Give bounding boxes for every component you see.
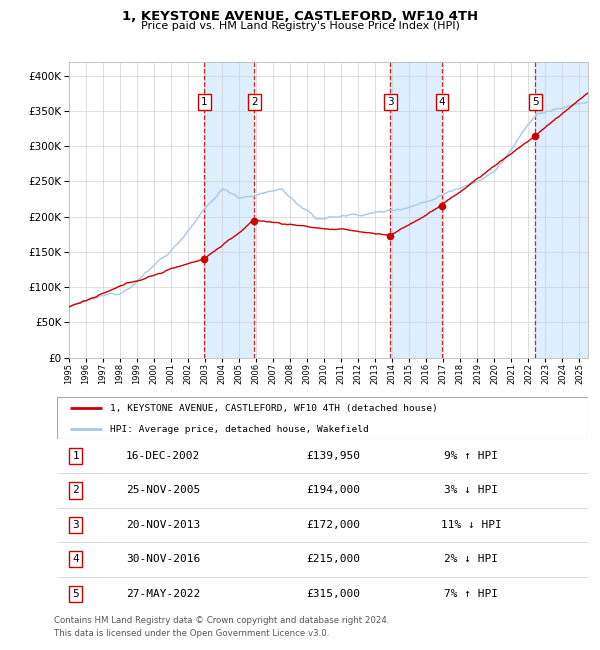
Bar	[391, 62, 442, 358]
Text: 4: 4	[439, 97, 445, 107]
Text: 16-DEC-2002: 16-DEC-2002	[126, 451, 200, 461]
Text: Price paid vs. HM Land Registry's House Price Index (HPI): Price paid vs. HM Land Registry's House …	[140, 21, 460, 31]
Text: 4: 4	[72, 554, 79, 564]
Text: 11% ↓ HPI: 11% ↓ HPI	[441, 520, 502, 530]
Text: 3: 3	[72, 520, 79, 530]
Text: 2% ↓ HPI: 2% ↓ HPI	[444, 554, 498, 564]
Text: 1, KEYSTONE AVENUE, CASTLEFORD, WF10 4TH: 1, KEYSTONE AVENUE, CASTLEFORD, WF10 4TH	[122, 10, 478, 23]
Text: This data is licensed under the Open Government Licence v3.0.: This data is licensed under the Open Gov…	[54, 629, 329, 638]
Text: 1: 1	[201, 97, 208, 107]
Text: 1, KEYSTONE AVENUE, CASTLEFORD, WF10 4TH (detached house): 1, KEYSTONE AVENUE, CASTLEFORD, WF10 4TH…	[110, 404, 438, 413]
Text: 27-MAY-2022: 27-MAY-2022	[126, 589, 200, 599]
Text: 5: 5	[72, 589, 79, 599]
Bar	[535, 62, 588, 358]
Text: HPI: Average price, detached house, Wakefield: HPI: Average price, detached house, Wake…	[110, 425, 369, 434]
Text: £215,000: £215,000	[306, 554, 360, 564]
Text: 5: 5	[532, 97, 539, 107]
Text: £315,000: £315,000	[306, 589, 360, 599]
Text: 25-NOV-2005: 25-NOV-2005	[126, 486, 200, 495]
Text: 3% ↓ HPI: 3% ↓ HPI	[444, 486, 498, 495]
Text: 20-NOV-2013: 20-NOV-2013	[126, 520, 200, 530]
Text: Contains HM Land Registry data © Crown copyright and database right 2024.: Contains HM Land Registry data © Crown c…	[54, 616, 389, 625]
Text: 30-NOV-2016: 30-NOV-2016	[126, 554, 200, 564]
Text: 3: 3	[387, 97, 394, 107]
Text: £194,000: £194,000	[306, 486, 360, 495]
Text: 2: 2	[251, 97, 258, 107]
Text: 7% ↑ HPI: 7% ↑ HPI	[444, 589, 498, 599]
Text: 9% ↑ HPI: 9% ↑ HPI	[444, 451, 498, 461]
Text: £139,950: £139,950	[306, 451, 360, 461]
Text: £172,000: £172,000	[306, 520, 360, 530]
FancyBboxPatch shape	[57, 396, 588, 439]
Bar	[205, 62, 254, 358]
Text: 1: 1	[72, 451, 79, 461]
Text: 2: 2	[72, 486, 79, 495]
